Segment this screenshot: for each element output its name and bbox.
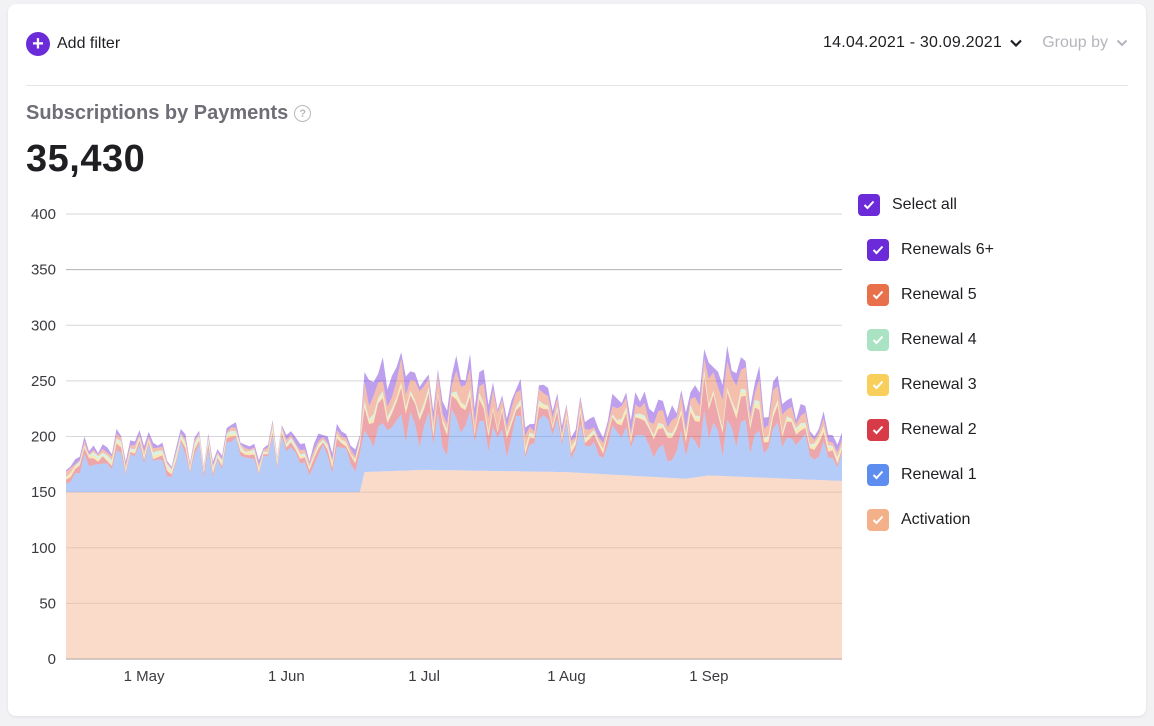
- legend-label: Renewal 3: [901, 376, 977, 393]
- checkbox-checked-icon: [867, 419, 889, 441]
- checkbox-checked-icon: [867, 374, 889, 396]
- checkbox-checked-icon: [867, 329, 889, 351]
- area-renewal-1: [66, 408, 842, 493]
- legend-label: Renewal 2: [901, 421, 977, 438]
- group-by-label: Group by: [1042, 34, 1108, 51]
- chart-card: + Add filter 14.04.2021 - 30.09.2021 Gro…: [8, 4, 1146, 716]
- area-activation: [66, 469, 842, 659]
- area-renewals-6-: [66, 345, 842, 472]
- y-tick-label: 100: [31, 540, 56, 557]
- checkbox-checked-icon: [867, 464, 889, 486]
- legend-label: Renewal 1: [901, 466, 977, 483]
- y-tick-label: 200: [31, 429, 56, 446]
- legend-item-activation[interactable]: Activation: [867, 509, 970, 531]
- legend-item-renewals-6-[interactable]: Renewals 6+: [867, 239, 994, 261]
- y-tick-label: 150: [31, 484, 56, 501]
- legend-label: Activation: [901, 511, 971, 528]
- y-tick-label: 400: [31, 206, 56, 223]
- plus-icon: +: [26, 32, 50, 56]
- add-filter-label: Add filter: [57, 35, 121, 52]
- chevron-down-icon: [1116, 39, 1128, 47]
- checkbox-checked-icon: [867, 239, 889, 261]
- help-icon[interactable]: ?: [294, 105, 312, 122]
- area-renewal-5: [66, 358, 842, 478]
- area-renewal-2: [66, 376, 842, 484]
- legend-item-renewal-3[interactable]: Renewal 3: [867, 374, 977, 396]
- checkbox-checked-icon: [867, 284, 889, 306]
- group-by-select[interactable]: Group by: [1042, 34, 1128, 52]
- x-tick-label: 1 Aug: [547, 668, 585, 685]
- x-tick-label: 1 Jun: [268, 668, 305, 685]
- x-tick-label: 1 Jul: [408, 668, 440, 685]
- y-tick-label: 250: [31, 373, 56, 390]
- select-all-label: Select all: [892, 196, 957, 213]
- legend-label: Renewals 6+: [901, 241, 994, 258]
- x-tick-label: 1 Sep: [689, 668, 728, 685]
- legend-item-renewal-1[interactable]: Renewal 1: [867, 464, 977, 486]
- date-range-picker[interactable]: 14.04.2021 - 30.09.2021: [823, 34, 1022, 52]
- y-tick-label: 50: [39, 595, 56, 612]
- add-filter-button[interactable]: + Add filter: [26, 32, 120, 56]
- y-tick-label: 300: [31, 317, 56, 334]
- legend-label: Renewal 4: [901, 331, 977, 348]
- select-all-checkbox[interactable]: Select all: [858, 194, 957, 216]
- legend-item-renewal-5[interactable]: Renewal 5: [867, 284, 977, 306]
- x-tick-label: 1 May: [124, 668, 165, 685]
- date-range-label: 14.04.2021 - 30.09.2021: [823, 34, 1002, 51]
- legend-label: Renewal 5: [901, 286, 977, 303]
- y-tick-label: 350: [31, 262, 56, 279]
- toolbar: [26, 4, 1128, 86]
- legend-item-renewal-2[interactable]: Renewal 2: [867, 419, 977, 441]
- chevron-down-icon: [1010, 39, 1022, 47]
- checkbox-checked-icon: [867, 509, 889, 531]
- chart-series: [66, 345, 842, 659]
- y-tick-label: 0: [48, 651, 56, 668]
- chart-area: 0 50 100 150 200 250 300 350 400 1 May 1 Jun 1 Jul…: [31, 206, 842, 685]
- chart-header: Subscriptions by Payments ?: [26, 102, 312, 125]
- legend-item-renewal-4[interactable]: Renewal 4: [867, 329, 977, 351]
- total-value: 35,430: [26, 138, 146, 180]
- x-axis: 1 May 1 Jun 1 Jul 1 Aug 1 Sep: [124, 668, 729, 685]
- chart-grid: [66, 213, 842, 660]
- page-title: Subscriptions by Payments: [26, 102, 289, 124]
- y-axis: 0 50 100 150 200 250 300 350 400: [31, 206, 56, 668]
- checkbox-checked-icon: [858, 194, 880, 216]
